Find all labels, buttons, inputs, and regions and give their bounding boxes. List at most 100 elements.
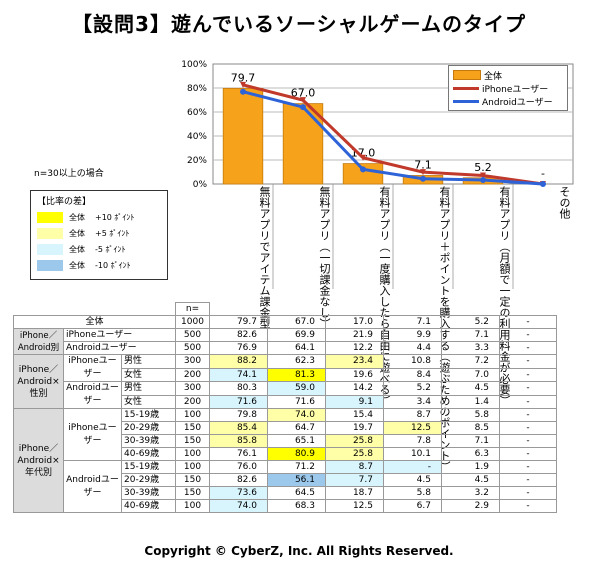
value-cell: 7.1 xyxy=(441,328,500,342)
ratio-legend-title: 【比率の差】 xyxy=(37,197,92,207)
value-cell: 64.5 xyxy=(267,486,326,500)
row-label: 40-69歳 xyxy=(121,447,176,461)
value-cell: 85.8 xyxy=(209,434,268,448)
value-cell: 67.0 xyxy=(267,315,326,329)
legend-swatch xyxy=(453,96,479,106)
row-label: 女性 xyxy=(121,367,176,382)
series-point xyxy=(420,175,426,182)
value-cell: 76.9 xyxy=(209,341,268,355)
row-n: 500 xyxy=(175,328,210,342)
value-cell: 7.1 xyxy=(441,434,500,448)
value-cell: - xyxy=(499,434,557,448)
row-label: 男性 xyxy=(121,354,176,369)
value-cell: 8.7 xyxy=(325,460,384,474)
legend-swatch xyxy=(453,70,481,80)
value-cell: 25.8 xyxy=(325,447,384,461)
ratio-legend-value: -10 ﾎﾟｲﾝﾄ xyxy=(95,260,131,270)
ratio-legend-value: +5 ﾎﾟｲﾝﾄ xyxy=(95,228,130,238)
value-cell: 7.1 xyxy=(383,315,442,329)
series-point xyxy=(360,154,366,161)
ratio-legend-label: 全体 xyxy=(69,244,85,254)
value-cell: - xyxy=(499,367,557,382)
value-cell: 73.6 xyxy=(209,486,268,500)
row-n: 300 xyxy=(175,354,210,369)
row-label: 30-39歳 xyxy=(121,486,176,500)
value-cell: 5.8 xyxy=(441,408,500,422)
n-header: n= xyxy=(175,302,210,316)
value-cell: 62.3 xyxy=(267,354,326,369)
table-header-blank xyxy=(210,303,268,316)
ratio-swatch xyxy=(37,243,63,255)
ratio-legend-value: +10 ﾎﾟｲﾝﾄ xyxy=(95,212,135,222)
table-row: Androidユーザー 500 76.9 64.1 12.2 4.4 3.3- xyxy=(14,341,557,355)
ratio-swatch xyxy=(37,211,63,223)
series-point xyxy=(480,177,486,184)
table-row: 女性 200 71.6 71.6 9.1 3.4 1.4- xyxy=(14,394,557,409)
data-label: 79.7 xyxy=(231,71,256,84)
value-cell: 7.7 xyxy=(325,473,384,487)
row-n: 100 xyxy=(175,447,210,461)
value-cell: 3.2 xyxy=(441,486,500,500)
value-cell: 5.2 xyxy=(383,381,442,396)
value-cell: 14.2 xyxy=(325,381,384,396)
row-label: 15-19歳 xyxy=(121,408,176,422)
data-label: 7.1 xyxy=(414,158,432,171)
y-tick-label: 40% xyxy=(187,132,207,142)
value-cell: - xyxy=(499,381,557,396)
value-cell: 64.7 xyxy=(267,421,326,435)
ratio-legend-label: 全体 xyxy=(69,228,85,238)
value-cell: - xyxy=(499,354,557,369)
bar xyxy=(282,103,324,185)
ratio-legend-row: 全体 +5 ﾎﾟｲﾝﾄ xyxy=(37,227,159,239)
value-cell: 6.3 xyxy=(441,447,500,461)
page-title: 【設問3】遊んでいるソーシャルゲームのタイプ xyxy=(72,12,526,36)
series-point xyxy=(420,169,426,176)
chart-legend: 全体 iPhoneユーザー Androidユーザー xyxy=(448,65,568,111)
value-cell: 15.4 xyxy=(325,408,384,422)
row-label: 20-29歳 xyxy=(121,473,176,487)
table-header-blank xyxy=(442,303,500,316)
value-cell: 7.2 xyxy=(441,354,500,369)
y-tick-label: 20% xyxy=(187,156,207,166)
value-cell: 59.0 xyxy=(267,381,326,396)
ratio-legend-row: 全体 +10 ﾎﾟｲﾝﾄ xyxy=(37,211,159,223)
row-label: 女性 xyxy=(121,394,176,409)
legend-label: 全体 xyxy=(484,71,503,82)
y-tick-label: 0% xyxy=(193,180,208,190)
value-cell: 25.8 xyxy=(325,434,384,448)
value-cell: 7.0 xyxy=(441,367,500,382)
value-cell: 71.6 xyxy=(267,394,326,409)
series-point xyxy=(360,166,366,173)
category-label: 有料アプリ（月額で一定の利用料金が必要） xyxy=(498,186,511,406)
value-cell: - xyxy=(499,408,557,422)
value-cell: 9.9 xyxy=(383,328,442,342)
y-tick-label: 80% xyxy=(187,84,207,94)
value-cell: 12.2 xyxy=(325,341,384,355)
table-row: Androidユーザー 男性 300 80.3 59.0 14.2 5.2 4.5- xyxy=(14,381,557,409)
table-row: 女性 200 74.1 81.3 19.6 8.4 7.0- xyxy=(14,367,557,382)
table-row: iPhone／Android×性別 iPhoneユーザー 男性 300 88.2 62.3… xyxy=(13,354,557,409)
row-group-label: iPhone／Android別 xyxy=(13,328,64,355)
value-cell: 79.7 xyxy=(209,315,268,329)
row-subgroup-label: Androidユーザー xyxy=(63,460,122,513)
value-cell: 76.1 xyxy=(209,447,268,461)
bar xyxy=(222,87,264,185)
value-cell: 9.1 xyxy=(325,394,384,409)
ratio-difference-legend: 【比率の差】 全体 +10 ﾎﾟｲﾝﾄ 全体 +5 ﾎﾟｲﾝﾄ 全体 -5 ﾎﾟｲﾝﾄ 全体… xyxy=(30,190,168,280)
row-label: Androidユーザー xyxy=(63,341,176,355)
ratio-legend-label: 全体 xyxy=(69,260,85,270)
row-label: 30-39歳 xyxy=(121,434,176,448)
value-cell: 82.6 xyxy=(209,473,268,487)
value-cell: - xyxy=(499,499,557,513)
value-cell: 12.5 xyxy=(325,499,384,513)
series-line xyxy=(242,90,544,186)
row-n: 200 xyxy=(175,394,210,409)
sample-size-note: n=30以上の場合 xyxy=(34,169,104,179)
table-row: Androidユーザー 15-19歳 100 76.0 71.2 8.7-1.9- xyxy=(14,460,557,513)
value-cell: - xyxy=(499,486,557,500)
value-cell: - xyxy=(499,460,557,474)
value-cell: - xyxy=(499,473,557,487)
value-cell: 4.4 xyxy=(383,341,442,355)
table-row: 30-39歳 150 73.6 64.5 18.7 5.8 3.2- xyxy=(14,486,557,500)
table-header-row: n= xyxy=(14,302,557,316)
